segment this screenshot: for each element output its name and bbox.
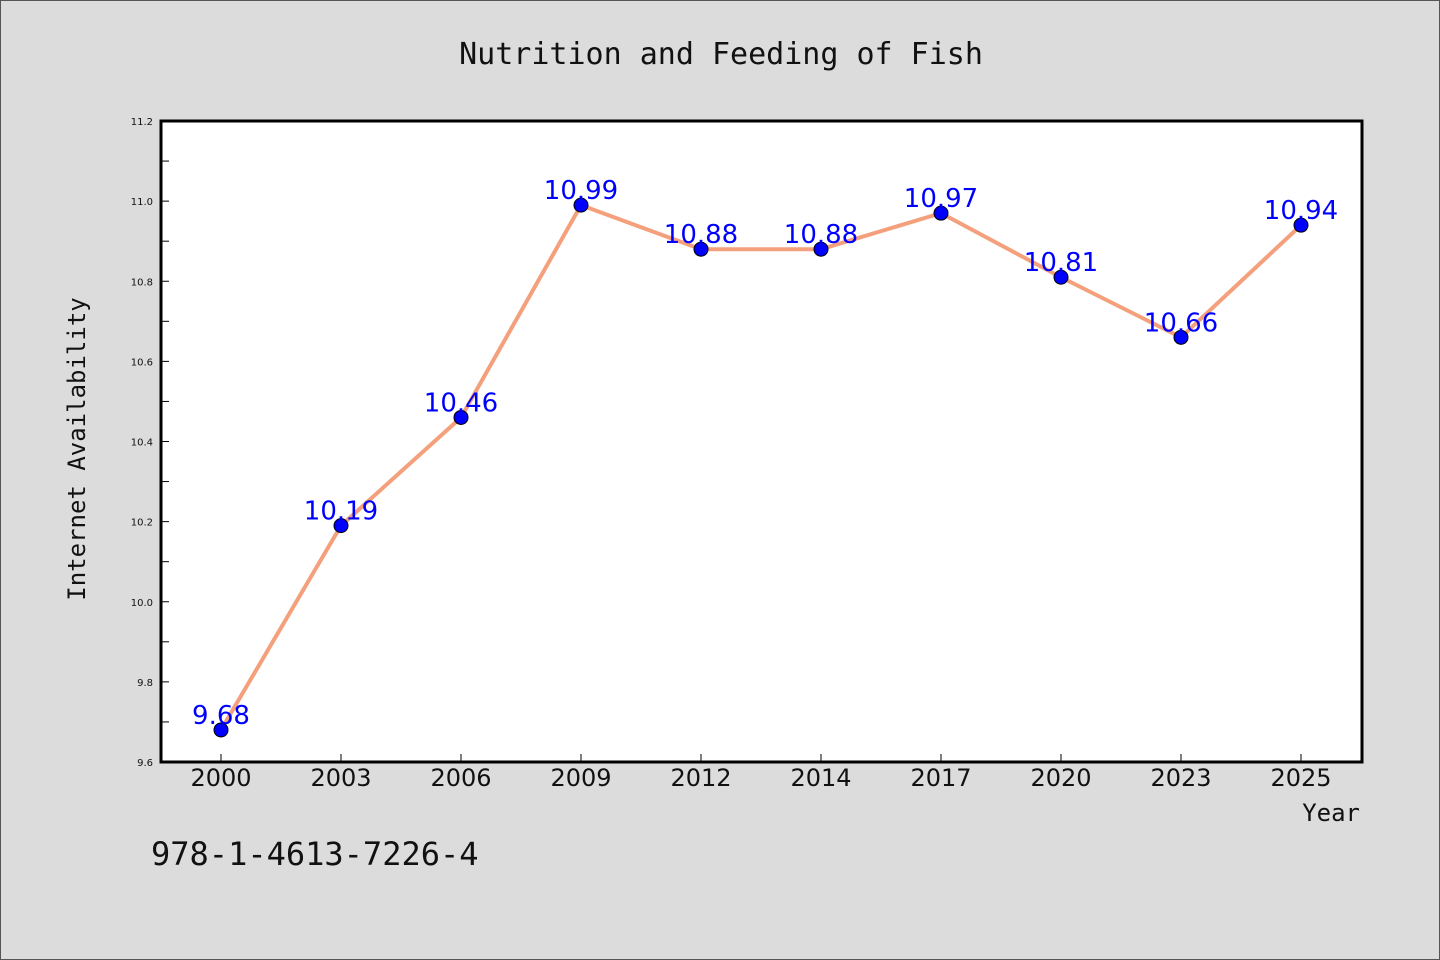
x-tick-label: 2009 xyxy=(550,764,611,792)
y-tick-label: 10.8 xyxy=(131,277,153,288)
data-label: 10.88 xyxy=(784,220,858,250)
chart-title: Nutrition and Feeding of Fish xyxy=(459,37,983,72)
y-axis-ticks: 9.6 9.8 10.0 10.2 10.4 10.6 10.8 11.0 11.2 xyxy=(131,117,169,769)
data-label: 10.99 xyxy=(544,176,618,206)
data-point xyxy=(1053,269,1069,285)
data-point xyxy=(1293,217,1309,233)
data-labels: 9.68 10.19 10.46 10.99 10.88 10.88 10.97 10.81 1… xyxy=(192,176,1338,731)
data-point xyxy=(333,518,349,534)
data-label: 9.68 xyxy=(192,701,250,731)
data-point xyxy=(453,409,469,425)
data-point xyxy=(1173,329,1189,345)
x-tick-label: 2017 xyxy=(910,764,971,792)
x-tick-label: 2012 xyxy=(670,764,731,792)
data-point xyxy=(213,722,229,738)
data-label: 10.66 xyxy=(1144,308,1218,338)
y-tick-label: 11.2 xyxy=(131,117,153,128)
x-tick-label: 2023 xyxy=(1150,764,1211,792)
plot-area xyxy=(159,119,1364,764)
x-tick-label: 2000 xyxy=(190,764,251,792)
data-label: 10.81 xyxy=(1024,248,1098,278)
x-tick-label: 2020 xyxy=(1030,764,1091,792)
isbn-text: 978-1-4613-7226-4 xyxy=(151,835,479,873)
y-tick-label: 10.0 xyxy=(131,598,153,609)
y-tick-label: 9.8 xyxy=(137,678,153,689)
data-label: 10.94 xyxy=(1264,196,1338,226)
data-label: 10.19 xyxy=(304,497,378,527)
data-label: 10.88 xyxy=(664,220,738,250)
data-point xyxy=(693,241,709,257)
series-line xyxy=(219,203,1303,731)
x-axis-ticks: 2000 2003 2006 2009 2012 2014 2017 2020 2023 2025 xyxy=(190,754,1332,792)
data-label: 10.46 xyxy=(424,388,498,418)
series-markers xyxy=(213,197,1309,738)
y-tick-label: 11.0 xyxy=(131,197,153,208)
y-axis-label: Internet Availability xyxy=(63,297,91,600)
x-axis-label: Year xyxy=(1302,799,1360,827)
data-label: 10.97 xyxy=(904,184,978,214)
y-tick-label: 10.6 xyxy=(131,357,153,368)
y-tick-label: 10.2 xyxy=(131,518,153,529)
y-tick-label: 10.4 xyxy=(131,438,153,449)
data-point xyxy=(573,197,589,213)
data-point xyxy=(933,205,949,221)
x-tick-label: 2006 xyxy=(430,764,491,792)
data-point xyxy=(813,241,829,257)
x-tick-label: 2025 xyxy=(1270,764,1331,792)
y-tick-label: 9.6 xyxy=(137,758,153,769)
x-tick-label: 2003 xyxy=(310,764,371,792)
x-tick-label: 2014 xyxy=(790,764,851,792)
